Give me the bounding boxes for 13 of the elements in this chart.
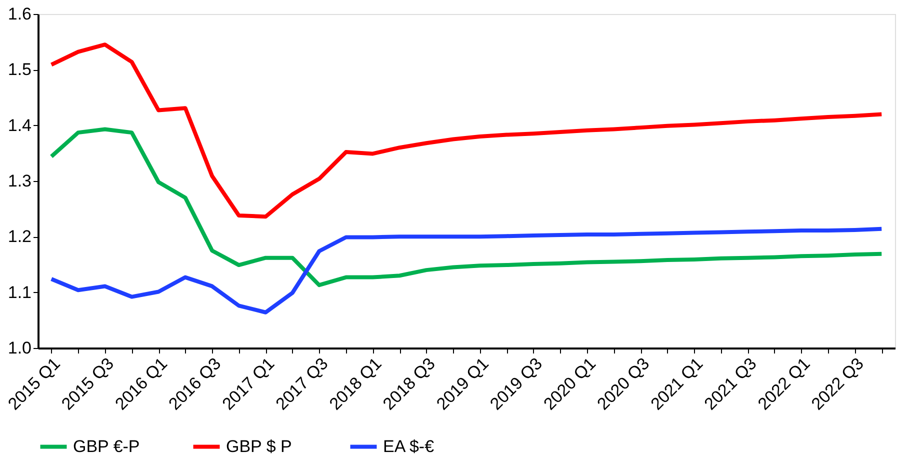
- y-tick-label: 1.0: [8, 338, 32, 358]
- line-series: [49, 127, 884, 288]
- line-series: [49, 226, 884, 314]
- y-tick-label: 1.3: [8, 172, 32, 190]
- legend-label: EA $-€: [383, 436, 435, 456]
- legend-label: GBP €-P: [73, 436, 140, 456]
- y-tick-label: 1.1: [8, 282, 32, 302]
- y-tick-label: 1.4: [8, 116, 32, 135]
- y-tick-label: 1.2: [8, 227, 32, 246]
- y-tick-label: 1.6: [8, 4, 32, 24]
- line-series: [49, 42, 884, 219]
- y-tick-label: 1.5: [8, 60, 32, 80]
- legend-label: GBP $ P: [226, 436, 292, 456]
